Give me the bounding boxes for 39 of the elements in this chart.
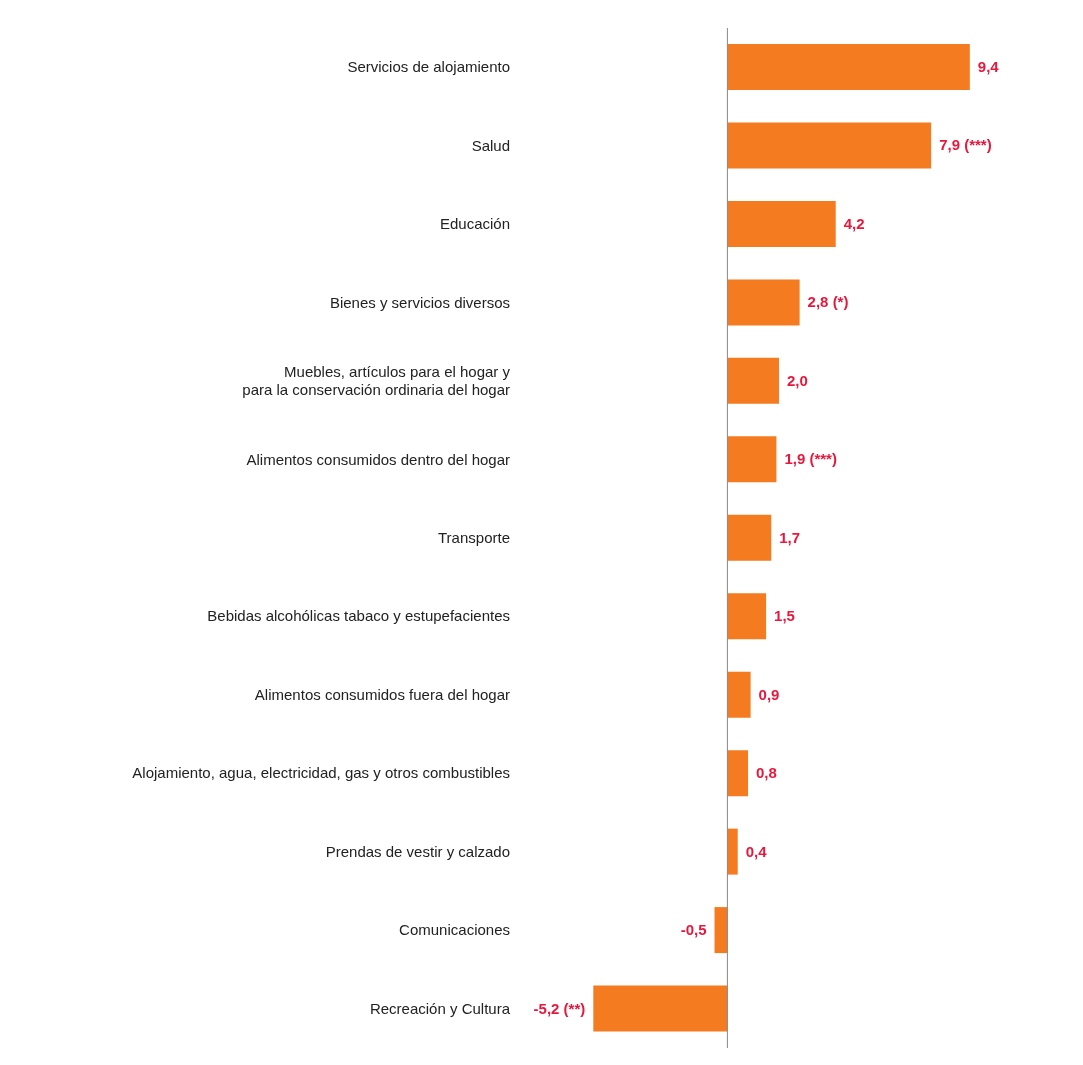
y-tick-label: Muebles, artículos para el hogar y para la conservación ordinaria del hogar xyxy=(242,363,511,399)
y-tick-label: Bebidas alcohólicas tabaco y estupefacientes xyxy=(207,607,510,625)
bar xyxy=(727,828,738,875)
bar xyxy=(727,750,749,797)
bar xyxy=(727,279,800,326)
y-tick-label: Bienes y servicios diversos xyxy=(329,293,510,311)
data-label: 0,9 xyxy=(758,685,780,703)
y-tick-label: Alimentos consumidos fuera del hogar xyxy=(254,685,510,703)
data-label: 2,8 (*) xyxy=(807,293,849,311)
bar xyxy=(727,200,836,247)
y-tick-label: Alojamiento, agua, electricidad, gas y otros combustibles xyxy=(132,764,510,782)
y-tick-label: Comunicaciones xyxy=(399,921,510,939)
y-tick-label: Salud xyxy=(471,136,510,154)
bar xyxy=(727,44,970,90)
data-label: -5,2 (**) xyxy=(533,999,586,1017)
bar xyxy=(714,907,728,954)
bar xyxy=(727,122,932,169)
y-tick-label: Educación xyxy=(439,215,510,233)
data-label: 0,8 xyxy=(756,764,777,782)
data-label: 1,7 xyxy=(779,528,801,546)
data-label: 7,9 (***) xyxy=(939,136,992,154)
bar xyxy=(593,985,728,1032)
bar xyxy=(727,671,751,718)
y-tick-label: Prendas de vestir y calzado xyxy=(325,842,510,860)
data-label: 1,9 (***) xyxy=(784,450,837,468)
data-label: 1,5 xyxy=(774,607,795,625)
bar xyxy=(727,357,779,404)
bar xyxy=(727,593,767,640)
data-label: 0,4 xyxy=(745,842,768,860)
data-label: 9,4 xyxy=(977,58,1000,75)
y-tick-label: Recreación y Cultura xyxy=(369,999,511,1017)
y-tick-label: Transporte xyxy=(438,529,510,546)
bar xyxy=(727,514,772,561)
data-label: 2,0 xyxy=(786,371,808,389)
y-tick-label: Servicios de alojamiento xyxy=(347,58,510,76)
data-label: -0,5 xyxy=(680,921,707,939)
bar xyxy=(727,436,777,483)
y-tick-label: Alimentos consumidos dentro del hogar xyxy=(246,450,510,468)
data-label: 4,2 xyxy=(843,214,865,232)
